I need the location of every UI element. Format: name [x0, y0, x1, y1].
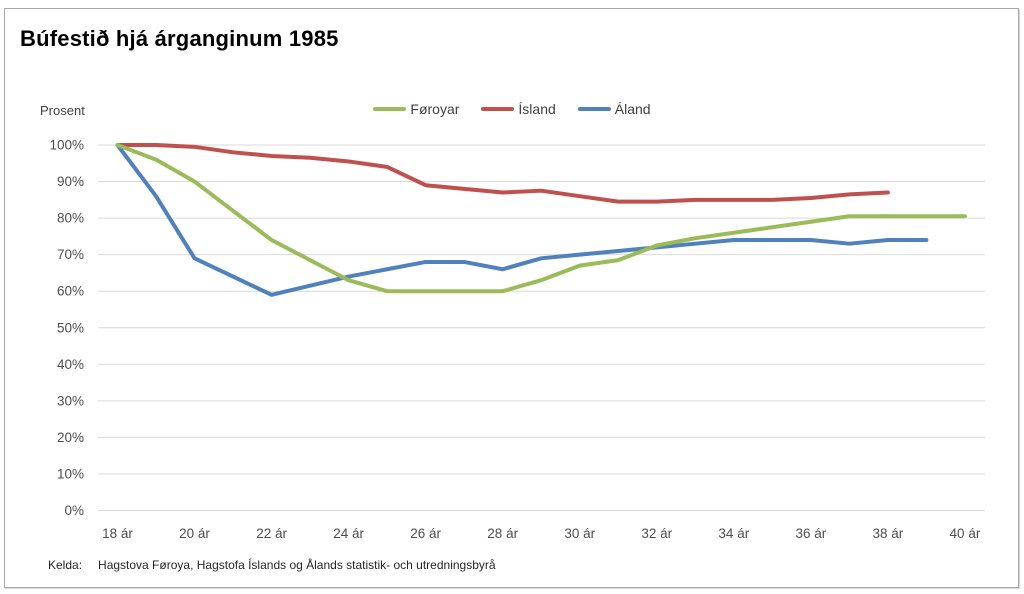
y-axis-title: Prosent — [40, 103, 85, 118]
x-tick-label: 28 ár — [487, 526, 518, 541]
y-tick-label: 0% — [64, 503, 84, 518]
y-tick-label: 100% — [49, 138, 84, 153]
x-tick-label: 20 ár — [179, 526, 210, 541]
chart-title: Búfestið hjá árganginum 1985 — [20, 26, 339, 51]
x-tick-label: 22 ár — [256, 526, 287, 541]
legend-label-foroyar: Føroyar — [410, 101, 460, 117]
y-tick-label: 30% — [57, 393, 84, 408]
x-tick-label: 26 ár — [410, 526, 441, 541]
x-tick-label: 32 ár — [641, 526, 672, 541]
source-label: Kelda: — [48, 558, 83, 572]
series-line-foroyar — [115, 143, 967, 294]
x-tick-label: 24 ár — [333, 526, 364, 541]
source-row: Kelda: Hagstova Føroya, Hagstofa Íslands… — [48, 558, 496, 572]
y-tick-label: 90% — [57, 174, 84, 189]
y-tick-label: 70% — [57, 247, 84, 262]
y-tick-label: 80% — [57, 211, 84, 226]
legend-label-aland: Áland — [614, 101, 651, 117]
y-tick-label: 60% — [57, 284, 84, 299]
legend-item-island: Ísland — [481, 101, 556, 117]
series-line-island — [115, 143, 890, 204]
source-text: Hagstova Føroya, Hagstofa Íslands og Åla… — [98, 558, 496, 572]
legend-label-island: Ísland — [518, 101, 556, 117]
legend-item-aland: Áland — [577, 101, 651, 117]
legend-line-swatch-aland — [577, 107, 611, 111]
series-line-aland — [115, 143, 929, 297]
chart-legend: Føroyar Ísland Áland — [0, 101, 1024, 117]
y-tick-label: 10% — [57, 466, 84, 481]
x-tick-label: 30 ár — [564, 526, 595, 541]
y-tick-label: 40% — [57, 357, 84, 372]
y-tick-label: 20% — [57, 430, 84, 445]
x-tick-label: 18 ár — [102, 526, 133, 541]
x-tick-label: 40 ár — [950, 526, 981, 541]
gridlines — [98, 144, 985, 511]
y-tick-label: 50% — [57, 320, 84, 335]
x-tick-label: 36 ár — [795, 526, 826, 541]
chart-border-frame — [4, 8, 1019, 588]
legend-line-swatch-foroyar — [373, 107, 407, 111]
x-tick-label: 34 ár — [718, 526, 749, 541]
x-tick-label: 38 ár — [873, 526, 904, 541]
legend-line-swatch-island — [481, 107, 515, 111]
legend-item-foroyar: Føroyar — [373, 101, 459, 117]
